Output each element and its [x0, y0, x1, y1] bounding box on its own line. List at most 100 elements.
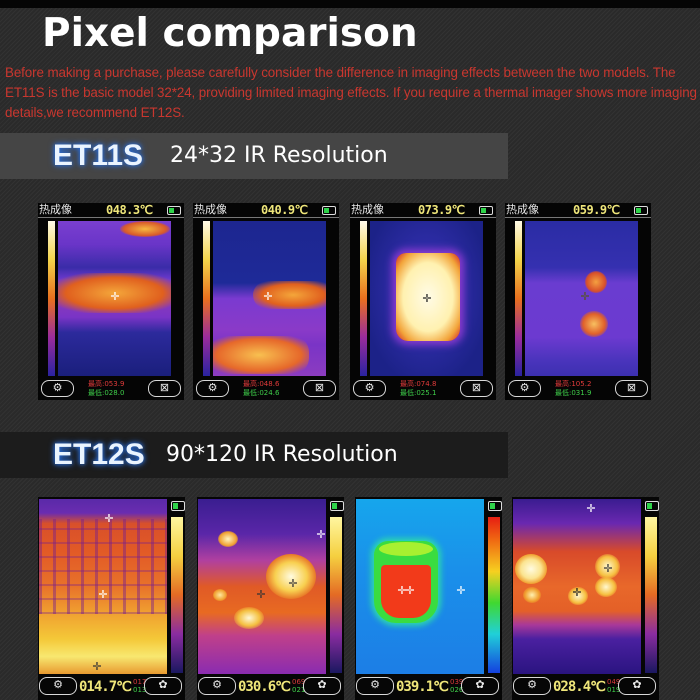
crosshair-icon: ✛	[256, 589, 266, 601]
color-scale-bar	[171, 517, 183, 673]
max-temp: 049	[607, 678, 621, 686]
center-temperature: 030.6℃	[238, 679, 291, 695]
crosshair-icon: ✛	[316, 529, 326, 541]
settings-button[interactable]: ⚙	[198, 677, 236, 695]
center-temperature: 039.1℃	[396, 679, 449, 695]
max-temp: 最高:053.9	[88, 380, 125, 388]
description-text: Before making a purchase, please careful…	[5, 65, 697, 120]
crosshair-icon: ✛	[92, 661, 102, 673]
image-button[interactable]: ⊠	[615, 380, 648, 397]
crosshair-icon: ✛	[110, 291, 120, 303]
resolution-label-et12s: 90*120 IR Resolution	[166, 442, 398, 467]
image-button[interactable]: ⊠	[148, 380, 181, 397]
page-title: Pixel comparison	[42, 11, 418, 56]
max-temp: 069	[292, 678, 306, 686]
thermal-image: ✛ ✛ ✛	[513, 499, 641, 674]
gallery-button[interactable]: ✿	[144, 677, 182, 695]
min-temp: 013	[133, 686, 147, 694]
crosshair-icon: ✛	[288, 578, 298, 590]
et11s-screen-2: 热成像 040.9℃ ✛ ⚙ 最高:048.6 最低:024.6 ⊠	[193, 203, 339, 400]
center-temperature: 048.3℃	[106, 203, 153, 217]
crosshair-icon: ✛	[405, 585, 415, 597]
model-name-et12s: ET12S	[53, 438, 145, 471]
min-temp: 最低:025.1	[400, 389, 437, 397]
screen-title: 热成像	[194, 203, 227, 216]
battery-icon	[171, 501, 185, 511]
min-temp: 最低:031.9	[555, 389, 592, 397]
thermal-image: ✛	[213, 221, 326, 376]
thermal-image: ✛	[370, 221, 483, 376]
settings-button[interactable]: ⚙	[513, 677, 551, 695]
battery-icon	[167, 206, 181, 215]
screen-title: 热成像	[39, 203, 72, 216]
et11s-screen-3: 热成像 073.9℃ ✛ ⚙ 最高:074.8 最低:025.1 ⊠	[350, 203, 496, 400]
crosshair-icon: ✛	[263, 291, 273, 303]
et12s-screen-4: ✛ ✛ ✛ ⚙ 028.4℃ 049 019 ✿	[512, 497, 659, 700]
crosshair-icon: ✛	[422, 293, 432, 305]
crosshair-icon: ✛	[603, 563, 613, 575]
center-temperature: 073.9℃	[418, 203, 465, 217]
resolution-label-et11s: 24*32 IR Resolution	[170, 143, 388, 168]
battery-icon	[479, 206, 493, 215]
battery-icon	[645, 501, 659, 511]
image-button[interactable]: ⊠	[303, 380, 336, 397]
min-temp: 021	[292, 686, 306, 694]
min-temp: 026	[450, 686, 464, 694]
gallery-button[interactable]: ✿	[303, 677, 341, 695]
color-scale-bar	[203, 221, 210, 376]
settings-button[interactable]: ⚙	[39, 677, 77, 695]
model-name-et11s: ET11S	[53, 139, 144, 172]
et12s-heading-band: ET12S 90*120 IR Resolution	[0, 432, 508, 478]
max-temp: 017	[133, 678, 147, 686]
min-temp: 最低:028.0	[88, 389, 125, 397]
color-scale-bar	[645, 517, 657, 673]
et12s-screen-2: ✛ ✛ ✛ ⚙ 030.6℃ 069 021 ✿	[197, 497, 344, 700]
crosshair-icon: ✛	[104, 513, 114, 525]
thermal-image: ✛ ✛ ✛	[198, 499, 326, 674]
battery-icon	[330, 501, 344, 511]
max-temp: 最高:074.8	[400, 380, 437, 388]
center-temperature: 040.9℃	[261, 203, 308, 217]
color-scale-bar	[360, 221, 367, 376]
max-temp: 039	[450, 678, 464, 686]
gallery-button[interactable]: ✿	[618, 677, 656, 695]
settings-button[interactable]: ⚙	[196, 380, 229, 397]
max-temp: 最高:105.2	[555, 380, 592, 388]
thermal-image: ✛	[525, 221, 638, 376]
screen-title: 热成像	[351, 203, 384, 216]
center-temperature: 059.9℃	[573, 203, 620, 217]
settings-button[interactable]: ⚙	[508, 380, 541, 397]
color-scale-bar	[48, 221, 55, 376]
color-scale-bar	[330, 517, 342, 673]
min-temp: 019	[607, 686, 621, 694]
battery-icon	[488, 501, 502, 511]
image-button[interactable]: ⊠	[460, 380, 493, 397]
color-scale-bar	[515, 221, 522, 376]
et11s-screen-4: 热成像 059.9℃ ✛ ⚙ 最高:105.2 最低:031.9 ⊠	[505, 203, 651, 400]
et11s-screen-1: 热成像 048.3℃ ✛ ⚙ 最高:053.9 最低:028.0 ⊠	[38, 203, 184, 400]
crosshair-icon: ✛	[456, 585, 466, 597]
settings-button[interactable]: ⚙	[41, 380, 74, 397]
battery-icon	[634, 206, 648, 215]
battery-icon	[322, 206, 336, 215]
thermal-image: ✛ ✛ ✛	[39, 499, 167, 674]
min-temp: 最低:024.6	[243, 389, 280, 397]
screen-title: 热成像	[506, 203, 539, 216]
et12s-screen-3: ✛ ✛ ✛ ⚙ 039.1℃ 039 026 ✿	[355, 497, 502, 700]
crosshair-icon: ✛	[397, 585, 407, 597]
center-temperature: 014.7℃	[79, 679, 132, 695]
max-temp: 最高:048.6	[243, 380, 280, 388]
thermal-image: ✛ ✛ ✛	[356, 499, 484, 674]
et12s-screen-1: ✛ ✛ ✛ ⚙ 014.7℃ 017 013 ✿	[38, 497, 185, 700]
color-scale-bar	[488, 517, 500, 673]
crosshair-icon: ✛	[572, 587, 582, 599]
settings-button[interactable]: ⚙	[353, 380, 386, 397]
thermal-image: ✛	[58, 221, 171, 376]
gallery-button[interactable]: ✿	[461, 677, 499, 695]
crosshair-icon: ✛	[580, 291, 590, 303]
top-black-bar	[0, 0, 700, 8]
crosshair-icon: ✛	[98, 589, 108, 601]
crosshair-icon: ✛	[586, 503, 596, 515]
settings-button[interactable]: ⚙	[356, 677, 394, 695]
et11s-heading-band: ET11S 24*32 IR Resolution	[0, 133, 508, 179]
